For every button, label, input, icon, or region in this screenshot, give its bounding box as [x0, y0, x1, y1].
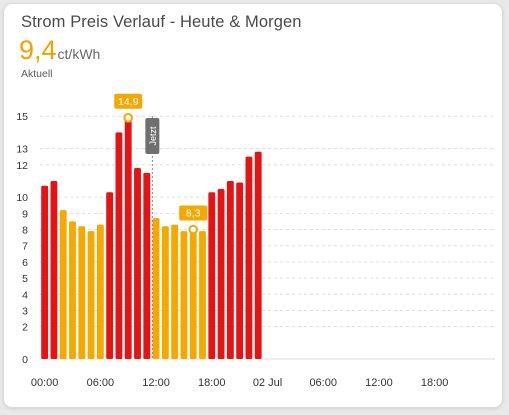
y-tick-label: 10	[16, 192, 28, 204]
price-bar[interactable]	[217, 189, 225, 359]
y-tick-label: 2	[22, 322, 28, 334]
x-tick-label: 06:00	[309, 377, 337, 389]
min-marker-badge	[179, 205, 208, 221]
price-bar[interactable]	[199, 231, 206, 359]
x-tick-label: 18:00	[421, 377, 449, 389]
price-bar[interactable]	[106, 192, 114, 359]
max-marker-dot	[123, 113, 134, 123]
y-tick-label: 0	[22, 354, 28, 366]
current-price-value: 9,4	[19, 35, 57, 65]
current-price-label: Aktuell	[21, 68, 53, 80]
y-tick-label: 12	[16, 160, 28, 172]
x-tick-label: 00:00	[31, 377, 59, 389]
y-tick-label: 15	[16, 111, 28, 123]
price-bar[interactable]	[236, 182, 244, 359]
price-bar[interactable]	[124, 117, 132, 360]
price-bar[interactable]	[134, 167, 141, 359]
now-badge	[145, 118, 160, 154]
price-bar[interactable]	[78, 226, 86, 359]
now-label: Jetzt	[148, 126, 158, 146]
price-bar[interactable]	[180, 231, 188, 359]
price-bar[interactable]	[171, 224, 179, 359]
x-tick-label: 12:00	[142, 377, 170, 389]
y-tick-label: 7	[22, 241, 28, 253]
min-marker-dot	[188, 224, 199, 235]
y-tick-label: 9	[22, 208, 28, 220]
price-bar[interactable]	[96, 224, 104, 359]
current-price: 9,4ct/kWh	[19, 35, 100, 66]
price-bar[interactable]	[245, 156, 253, 359]
x-tick-label: 02 Jul	[253, 377, 282, 389]
price-chart-card: Strom Preis Verlauf - Heute & Morgen 9,4…	[3, 3, 503, 408]
price-bar[interactable]	[69, 221, 76, 359]
y-tick-label: 5	[22, 273, 28, 285]
price-bar[interactable]	[59, 210, 67, 359]
y-tick-label: 13	[16, 144, 28, 156]
max-marker-label: 14,9	[118, 96, 139, 108]
min-marker-label: 8,3	[186, 208, 201, 220]
y-tick-label: 4	[22, 289, 28, 301]
y-tick-label: 8	[22, 225, 28, 237]
price-bar[interactable]	[161, 226, 169, 359]
y-tick-label: 3	[22, 305, 28, 317]
price-bar[interactable]	[50, 180, 58, 359]
card-title: Strom Preis Verlauf - Heute & Morgen	[21, 13, 302, 31]
price-bar[interactable]	[143, 172, 151, 359]
price-bar[interactable]	[87, 231, 95, 359]
price-bar[interactable]	[115, 132, 123, 359]
price-bar[interactable]	[226, 180, 234, 359]
price-bar[interactable]	[208, 192, 216, 359]
x-tick-label: 06:00	[87, 377, 115, 389]
x-tick-label: 12:00	[365, 377, 393, 389]
price-bar[interactable]	[41, 185, 49, 359]
current-price-unit: ct/kWh	[57, 46, 101, 62]
y-tick-label: 6	[22, 257, 28, 269]
price-bar[interactable]	[152, 218, 160, 359]
price-bar[interactable]	[254, 151, 262, 359]
max-marker-badge	[114, 93, 143, 109]
x-tick-label: 18:00	[198, 377, 226, 389]
price-bar[interactable]	[189, 229, 197, 360]
